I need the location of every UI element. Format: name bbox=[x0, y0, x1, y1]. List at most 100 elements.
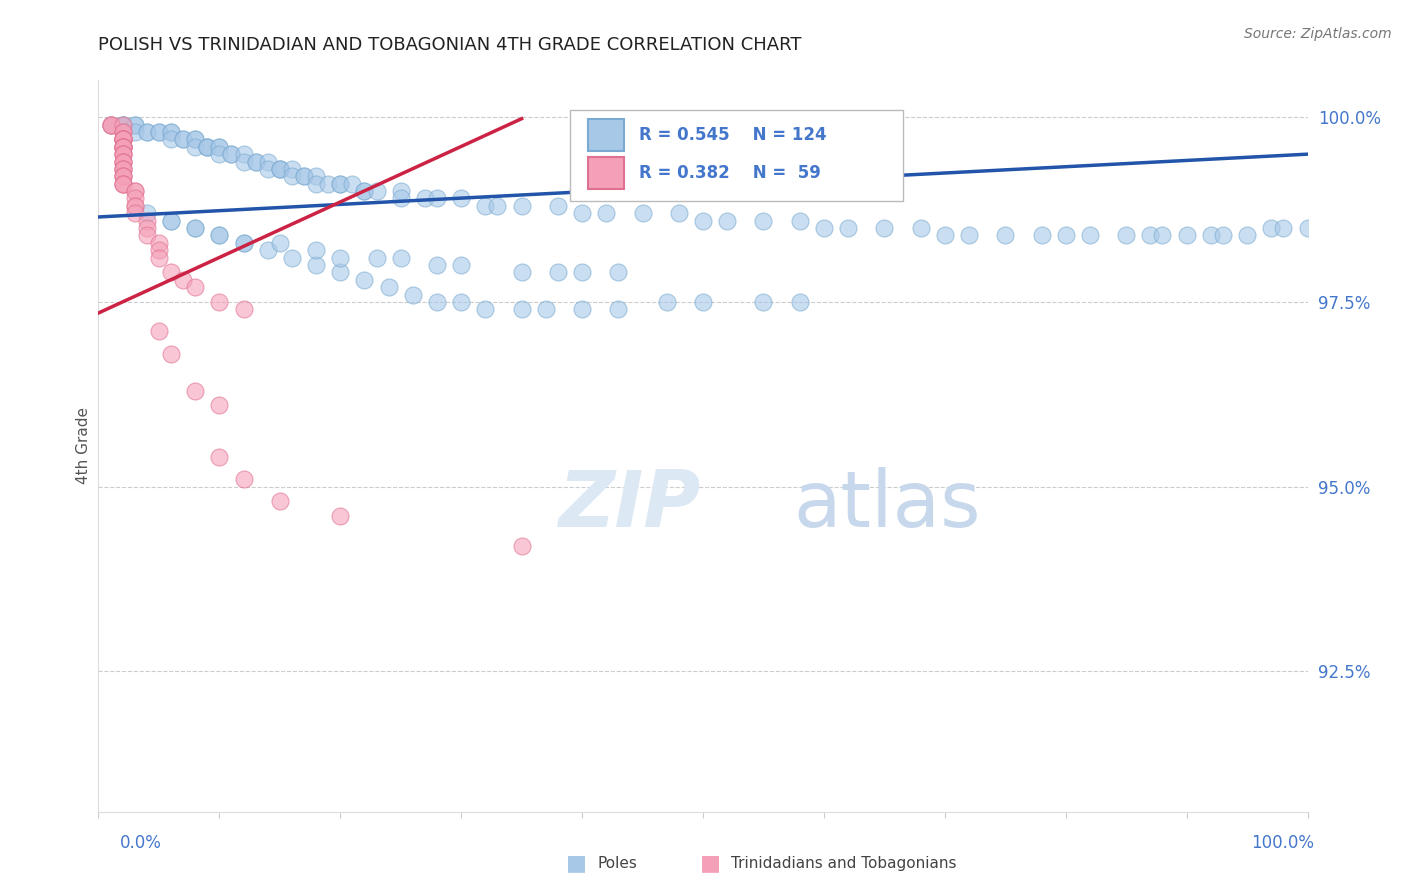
Point bbox=[1260, 221, 1282, 235]
Point bbox=[111, 125, 134, 139]
Text: 100.0%: 100.0% bbox=[1251, 834, 1315, 852]
Point bbox=[111, 118, 134, 132]
Point bbox=[389, 184, 412, 198]
FancyBboxPatch shape bbox=[569, 110, 903, 201]
Point bbox=[292, 169, 315, 184]
Point bbox=[184, 140, 207, 154]
Point bbox=[426, 258, 449, 272]
Point bbox=[124, 125, 146, 139]
Point bbox=[281, 251, 304, 265]
Point bbox=[486, 199, 509, 213]
Point bbox=[111, 140, 134, 154]
Point bbox=[100, 118, 122, 132]
Point bbox=[934, 228, 956, 243]
Point bbox=[377, 280, 399, 294]
Point bbox=[148, 125, 170, 139]
Point bbox=[160, 125, 183, 139]
Point bbox=[232, 302, 254, 317]
Point bbox=[342, 177, 364, 191]
Text: ■: ■ bbox=[700, 854, 720, 873]
Point bbox=[450, 258, 472, 272]
Point bbox=[910, 221, 932, 235]
Point bbox=[100, 118, 122, 132]
Point bbox=[994, 228, 1017, 243]
Point bbox=[111, 154, 134, 169]
Point bbox=[474, 302, 496, 317]
Point bbox=[281, 169, 304, 184]
Point bbox=[100, 118, 122, 132]
Point bbox=[752, 294, 775, 309]
Point bbox=[111, 147, 134, 161]
Bar bbox=[588, 157, 624, 189]
Point bbox=[160, 265, 183, 279]
Point bbox=[269, 494, 291, 508]
Point bbox=[195, 140, 218, 154]
Point bbox=[329, 509, 352, 524]
Point bbox=[124, 184, 146, 198]
Point bbox=[450, 192, 472, 206]
Point bbox=[148, 251, 170, 265]
Point bbox=[752, 213, 775, 227]
Point bbox=[172, 273, 194, 287]
Point bbox=[111, 169, 134, 184]
Point bbox=[208, 450, 231, 464]
Point bbox=[426, 294, 449, 309]
Point bbox=[172, 132, 194, 146]
Point bbox=[111, 154, 134, 169]
Point bbox=[111, 161, 134, 176]
Point bbox=[353, 184, 375, 198]
Text: atlas: atlas bbox=[793, 467, 981, 542]
Point bbox=[789, 213, 811, 227]
Point bbox=[1054, 228, 1077, 243]
Point bbox=[111, 140, 134, 154]
Text: ZIP: ZIP bbox=[558, 467, 700, 542]
Point bbox=[111, 169, 134, 184]
Point bbox=[124, 184, 146, 198]
Point bbox=[1212, 228, 1234, 243]
Point bbox=[1139, 228, 1161, 243]
Y-axis label: 4th Grade: 4th Grade bbox=[76, 408, 91, 484]
Point bbox=[571, 206, 593, 220]
Point bbox=[269, 161, 291, 176]
Point bbox=[353, 273, 375, 287]
Point bbox=[269, 235, 291, 250]
Point bbox=[195, 140, 218, 154]
Point bbox=[232, 154, 254, 169]
Point bbox=[208, 398, 231, 412]
Point bbox=[135, 125, 157, 139]
Point bbox=[208, 294, 231, 309]
Point bbox=[100, 118, 122, 132]
Point bbox=[111, 161, 134, 176]
Point bbox=[305, 169, 328, 184]
Point bbox=[111, 177, 134, 191]
Point bbox=[232, 235, 254, 250]
Point bbox=[208, 228, 231, 243]
Point bbox=[184, 280, 207, 294]
Point bbox=[160, 213, 183, 227]
Point bbox=[208, 140, 231, 154]
Point bbox=[184, 221, 207, 235]
Point bbox=[148, 235, 170, 250]
Point bbox=[111, 132, 134, 146]
Point bbox=[208, 140, 231, 154]
Point bbox=[547, 265, 569, 279]
Point bbox=[111, 169, 134, 184]
Point bbox=[450, 294, 472, 309]
Point bbox=[547, 199, 569, 213]
Point bbox=[124, 118, 146, 132]
Point bbox=[160, 125, 183, 139]
Point bbox=[111, 154, 134, 169]
Point bbox=[111, 140, 134, 154]
Point bbox=[208, 228, 231, 243]
Point bbox=[111, 177, 134, 191]
Point bbox=[124, 118, 146, 132]
Point bbox=[135, 213, 157, 227]
Point bbox=[232, 235, 254, 250]
Point bbox=[111, 132, 134, 146]
Point bbox=[111, 118, 134, 132]
Point bbox=[655, 294, 678, 309]
Point bbox=[607, 302, 630, 317]
Point bbox=[281, 161, 304, 176]
Point bbox=[148, 325, 170, 339]
Point bbox=[1272, 221, 1295, 235]
